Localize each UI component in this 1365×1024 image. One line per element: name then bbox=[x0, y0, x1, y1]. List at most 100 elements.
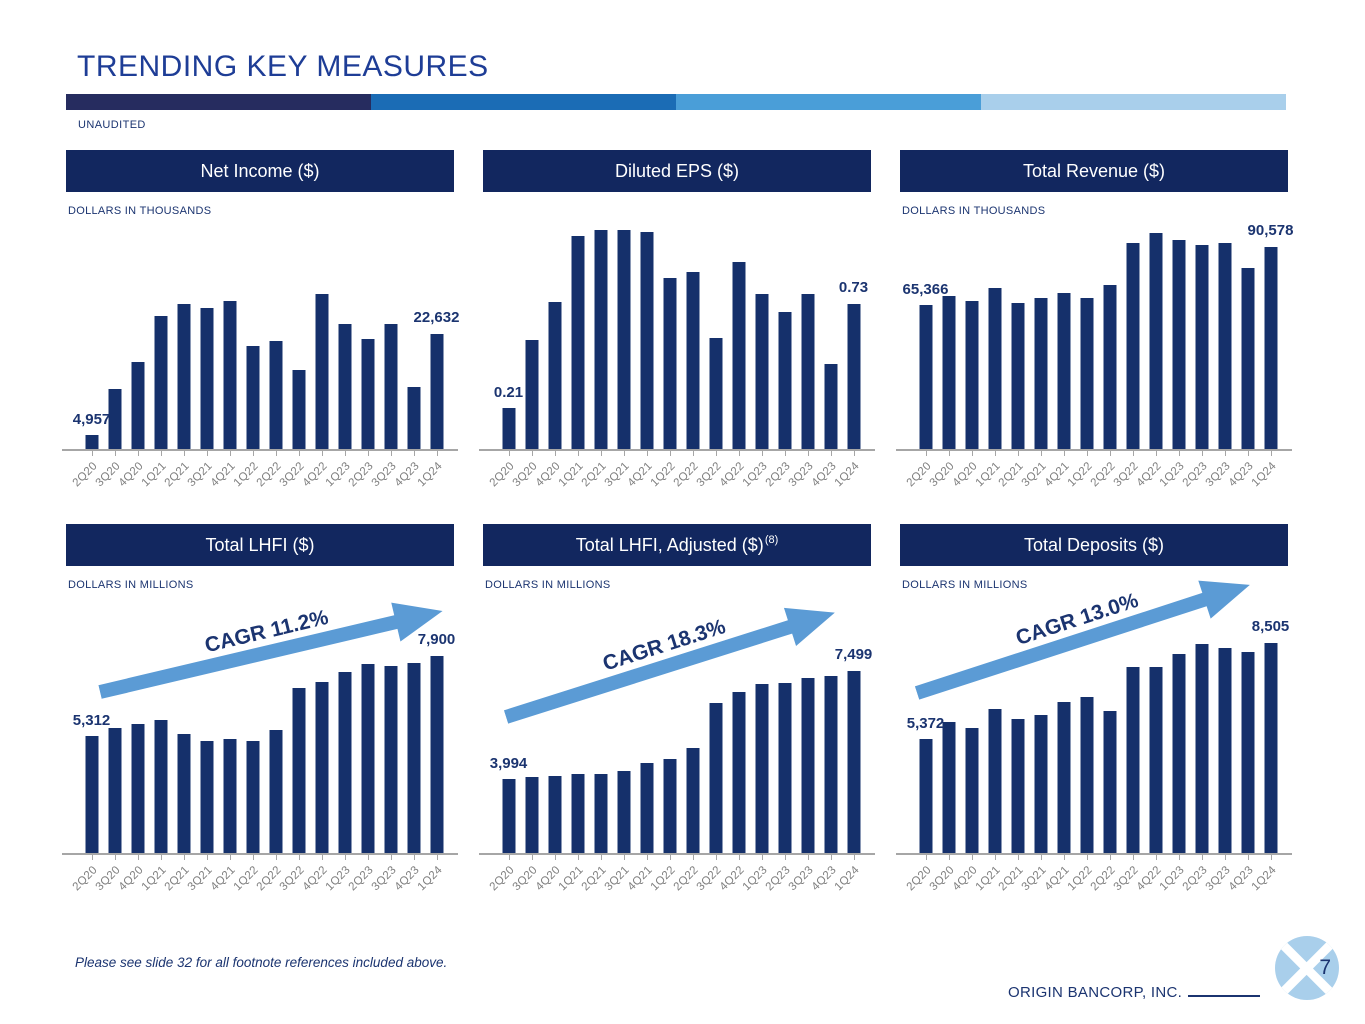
last-value-label: 7,499 bbox=[834, 645, 873, 663]
bar bbox=[942, 721, 955, 854]
bar bbox=[338, 324, 351, 450]
bar-slot: 1Q24 bbox=[1250, 639, 1282, 893]
bar bbox=[1218, 242, 1231, 450]
chart-header: Total LHFI, Adjusted ($) (8) bbox=[483, 524, 871, 566]
axis-tick bbox=[229, 854, 231, 860]
bar bbox=[617, 771, 630, 854]
bar-slot: 1Q24 bbox=[833, 639, 865, 893]
bar bbox=[1218, 647, 1231, 854]
x-axis-label: 4Q22 bbox=[300, 864, 330, 894]
bar bbox=[85, 736, 98, 854]
chart-title: Total Revenue ($) bbox=[1022, 160, 1166, 181]
axis-tick bbox=[206, 854, 208, 860]
bar-slot: 3Q23 bbox=[787, 230, 819, 489]
axis-tick bbox=[1040, 854, 1042, 860]
bar-slot: 3Q22 bbox=[1112, 230, 1144, 489]
bar-slot: 1Q21 bbox=[557, 639, 589, 893]
bar bbox=[847, 670, 860, 854]
axis-tick bbox=[577, 854, 579, 860]
axis-tick bbox=[160, 450, 162, 456]
first-value-label: 5,312 bbox=[72, 712, 111, 730]
bar-slot: 4Q20 bbox=[534, 230, 566, 489]
bar-slot: 3Q22 bbox=[278, 639, 310, 893]
x-axis-label: 2Q22 bbox=[671, 864, 701, 894]
bar-slot: 4Q21 bbox=[626, 230, 658, 489]
bar-slot: 3Q20 bbox=[94, 639, 126, 893]
axis-tick bbox=[1155, 450, 1157, 456]
bars: 2Q20 3Q20 4Q20 1Q21 2Q21 3Q21 4Q21 1Q22 2Q22 3Q22… bbox=[66, 230, 454, 489]
bar-slot: 2Q20 bbox=[905, 230, 937, 489]
axis-tick bbox=[623, 450, 625, 456]
axis-tick bbox=[531, 854, 533, 860]
bar-slot: 4Q22 bbox=[1135, 639, 1167, 893]
units-label: DOLLARS IN THOUSANDS bbox=[68, 205, 212, 217]
bar-slot: 1Q23 bbox=[324, 230, 356, 489]
x-axis-label: 1Q24 bbox=[415, 864, 445, 894]
axis-tick bbox=[853, 450, 855, 456]
bar-slot: 4Q23 bbox=[1227, 230, 1259, 489]
bar bbox=[942, 296, 955, 450]
bar bbox=[502, 778, 515, 854]
bar bbox=[384, 666, 397, 854]
chart-panel-total-deposits: Total Deposits ($) DOLLARS IN MILLIONS C… bbox=[896, 524, 1292, 916]
bar-slot: 3Q21 bbox=[1020, 639, 1052, 893]
x-axis-label: 3Q23 bbox=[1203, 460, 1233, 490]
x-axis-label: 3Q22 bbox=[1111, 864, 1141, 894]
axis-tick bbox=[137, 450, 139, 456]
axis-tick bbox=[669, 854, 671, 860]
axis-tick bbox=[206, 450, 208, 456]
bar-slot: 3Q23 bbox=[787, 639, 819, 893]
axis-tick bbox=[1155, 854, 1157, 860]
first-value-label: 65,366 bbox=[902, 280, 949, 298]
bar bbox=[847, 304, 860, 450]
bar-slot: 1Q24 bbox=[833, 230, 865, 489]
axis-tick bbox=[1063, 854, 1065, 860]
x-axis-label: 4Q22 bbox=[300, 460, 330, 490]
x-axis-label: 4Q21 bbox=[208, 864, 238, 894]
chart-panel-total-revenue: Total Revenue ($) DOLLARS IN THOUSANDS 2… bbox=[896, 150, 1293, 510]
bar-plot: 2Q20 3Q20 4Q20 1Q21 2Q21 3Q21 4Q21 1Q22 2Q22 3Q22… bbox=[479, 230, 875, 489]
bar-slot: 2Q20 bbox=[71, 639, 103, 893]
chart-header: Diluted EPS ($) bbox=[483, 150, 871, 192]
bar bbox=[965, 300, 978, 450]
axis-tick bbox=[1224, 854, 1226, 860]
bar-slot: 2Q22 bbox=[672, 639, 704, 893]
bar-slot: 4Q23 bbox=[393, 230, 425, 489]
bar bbox=[755, 294, 768, 450]
axis-tick bbox=[1040, 450, 1042, 456]
axis-tick bbox=[1086, 450, 1088, 456]
bar bbox=[131, 362, 144, 450]
charts-row-top: Net Income ($) DOLLARS IN THOUSANDS 2Q20… bbox=[62, 150, 1293, 510]
x-axis bbox=[479, 449, 875, 451]
x-axis-label: 4Q20 bbox=[950, 460, 980, 490]
bar bbox=[1057, 701, 1070, 854]
signature-line bbox=[1188, 980, 1261, 997]
bar bbox=[594, 774, 607, 854]
axis-tick bbox=[508, 854, 510, 860]
x-axis-label: 1Q22 bbox=[1065, 460, 1095, 490]
axis-tick bbox=[1017, 854, 1019, 860]
axis-tick bbox=[1132, 854, 1134, 860]
bar bbox=[223, 301, 236, 450]
bar-slot: 3Q21 bbox=[603, 230, 635, 489]
x-axis-label: 4Q20 bbox=[533, 460, 563, 490]
x-axis-label: 1Q22 bbox=[1065, 864, 1095, 894]
axis-tick bbox=[971, 854, 973, 860]
bar bbox=[246, 741, 259, 854]
bar-slot: 4Q22 bbox=[301, 639, 333, 893]
bar-slot: 2Q23 bbox=[347, 639, 379, 893]
bar bbox=[594, 230, 607, 450]
x-axis-label: 2Q23 bbox=[346, 460, 376, 490]
bar-slot: 2Q21 bbox=[580, 230, 612, 489]
x-axis-label: 1Q24 bbox=[1249, 460, 1279, 490]
bar bbox=[1126, 243, 1139, 450]
bar-slot: 2Q22 bbox=[255, 230, 287, 489]
axis-tick bbox=[298, 450, 300, 456]
axis-tick bbox=[738, 450, 740, 456]
bars: 2Q20 3Q20 4Q20 1Q21 2Q21 3Q21 4Q21 1Q22 2Q22 3Q22… bbox=[900, 639, 1288, 893]
x-axis-label: 2Q20 bbox=[70, 460, 100, 490]
units-label: DOLLARS IN MILLIONS bbox=[68, 579, 194, 591]
axis-tick bbox=[114, 450, 116, 456]
x-axis-label: 4Q20 bbox=[950, 864, 980, 894]
bar bbox=[732, 262, 745, 450]
